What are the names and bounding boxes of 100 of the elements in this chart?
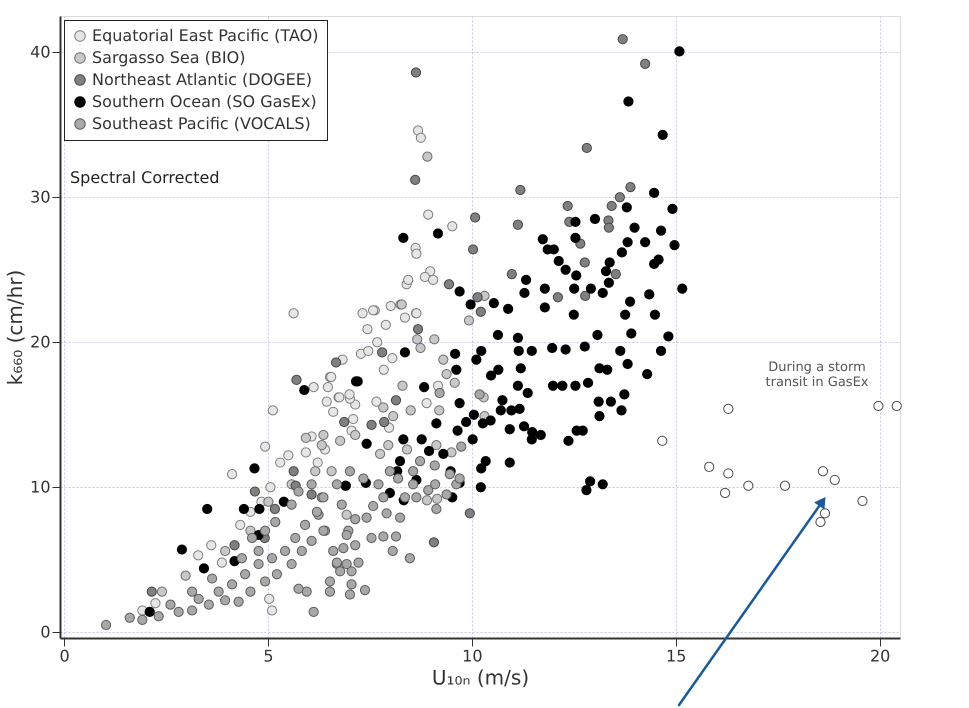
point <box>366 420 377 430</box>
point <box>300 432 311 444</box>
point <box>892 400 902 412</box>
point <box>704 462 714 472</box>
x-tick-label: 0 <box>59 646 70 666</box>
point <box>780 480 790 491</box>
point <box>625 182 636 192</box>
legend-label: Southern Ocean (SO GasEx) <box>92 92 317 111</box>
point <box>406 405 416 416</box>
y-axis-title: k₆₆₀ (cm/hr) <box>3 270 28 386</box>
point <box>288 466 299 476</box>
point <box>383 440 394 450</box>
legend-label: Southeast Pacific (VOCALS) <box>92 114 311 133</box>
point <box>552 292 563 302</box>
point <box>306 489 317 500</box>
point <box>873 400 884 412</box>
point <box>310 466 320 476</box>
point <box>156 586 168 597</box>
point <box>379 416 390 428</box>
point <box>606 200 617 212</box>
point <box>270 504 280 514</box>
legend-label: Sargasso Sea (BIO) <box>92 48 246 67</box>
point <box>388 411 398 422</box>
point <box>506 268 517 280</box>
point <box>378 402 388 413</box>
y-tick-label: 20 <box>30 332 50 352</box>
point <box>614 192 625 202</box>
point <box>580 290 590 301</box>
point <box>374 448 386 459</box>
point <box>318 430 329 440</box>
point <box>180 570 191 581</box>
point <box>512 220 524 230</box>
point <box>618 34 628 44</box>
point <box>412 334 422 344</box>
legend-label: Equatorial East Pacific (TAO) <box>92 26 318 45</box>
point <box>397 380 408 391</box>
point <box>422 152 433 162</box>
point <box>229 540 240 550</box>
point <box>434 405 444 416</box>
point <box>610 268 621 280</box>
point <box>438 354 448 365</box>
y-tick-label: 0 <box>40 622 50 642</box>
point <box>291 374 302 386</box>
y-tick-label: 10 <box>30 478 50 497</box>
point <box>472 292 483 302</box>
point <box>326 466 337 476</box>
point <box>582 142 592 154</box>
y-tick-label: 40 <box>30 42 50 62</box>
point <box>431 440 442 450</box>
point <box>316 440 327 450</box>
point <box>390 395 402 406</box>
point <box>342 510 352 520</box>
point <box>429 334 440 344</box>
point <box>580 257 590 268</box>
x-tick-label: 5 <box>263 646 274 666</box>
point <box>350 430 360 440</box>
point <box>410 174 420 185</box>
point <box>330 357 342 368</box>
annotation: During a storm transit in GasEx <box>766 360 869 390</box>
point <box>428 537 440 548</box>
x-tick-label: 10 <box>462 646 483 666</box>
point <box>412 324 424 334</box>
point <box>415 342 426 354</box>
point <box>515 184 526 196</box>
point <box>743 480 754 491</box>
point <box>476 306 486 317</box>
point <box>464 315 474 326</box>
point <box>604 222 614 233</box>
point <box>220 546 230 556</box>
point <box>720 488 730 498</box>
point <box>339 416 350 428</box>
point <box>562 200 573 212</box>
x-tick-label: 15 <box>666 646 686 666</box>
point <box>464 508 475 518</box>
point <box>857 496 868 506</box>
legend-label: Northeast Atlantic (DOGEE) <box>92 70 312 89</box>
point <box>450 378 460 388</box>
point <box>470 212 480 223</box>
point <box>432 494 442 504</box>
point <box>441 369 452 380</box>
x-tick-label: 20 <box>870 646 890 666</box>
point <box>830 474 840 486</box>
annotation: Spectral Corrected <box>70 168 220 187</box>
point <box>657 436 668 446</box>
point <box>820 508 830 518</box>
point <box>640 58 650 69</box>
point <box>818 466 828 476</box>
y-tick-label: 30 <box>30 188 50 207</box>
point <box>723 468 734 479</box>
point <box>263 496 274 507</box>
point <box>422 495 432 506</box>
point <box>402 444 412 455</box>
point <box>815 516 826 528</box>
x-axis-title: U₁₀ₙ (m/s) <box>432 666 530 690</box>
point <box>250 486 260 497</box>
point <box>444 279 454 290</box>
point <box>723 404 734 414</box>
point <box>468 244 478 255</box>
point <box>410 67 422 78</box>
point <box>146 586 157 597</box>
